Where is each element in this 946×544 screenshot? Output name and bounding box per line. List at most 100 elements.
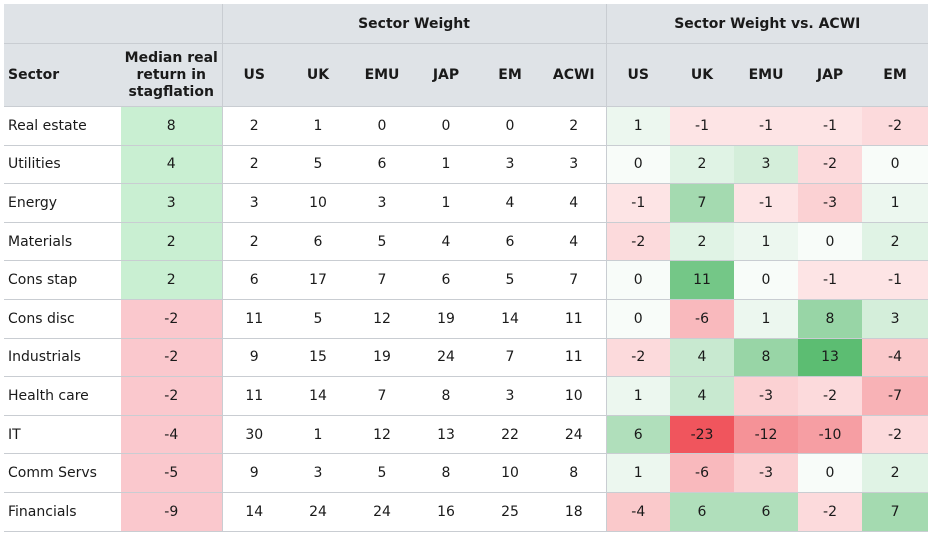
vs-acwi-cell: -4: [606, 492, 671, 532]
vs-acwi-cell: 4: [670, 376, 735, 416]
table-row: Comm Servs -5 9 3 5 8 10 8 1 -6 -3 0 2: [4, 453, 929, 493]
weight-cell: 4: [478, 183, 542, 223]
vs-acwi-cell: 0: [862, 145, 929, 185]
col-header-vs-emu: EMU: [734, 43, 799, 107]
sector-name-cell: Cons disc: [4, 299, 121, 339]
vs-acwi-cell: -3: [734, 376, 799, 416]
vs-acwi-cell: 1: [734, 222, 799, 262]
vs-acwi-cell: -2: [862, 106, 929, 146]
weight-cell: 10: [542, 376, 607, 416]
weight-cell: 5: [286, 145, 350, 185]
weight-cell: 2: [222, 145, 286, 185]
weight-cell: 6: [478, 222, 542, 262]
vs-acwi-cell: 6: [606, 415, 671, 455]
vs-acwi-cell: 0: [606, 260, 671, 300]
weight-cell: 10: [286, 183, 350, 223]
weight-cell: 13: [414, 415, 478, 455]
vs-acwi-cell: -2: [798, 145, 863, 185]
table-row: Real estate 8 2 1 0 0 0 2 1 -1 -1 -1 -2: [4, 106, 929, 146]
weight-cell: 11: [542, 338, 607, 378]
weight-cell: 3: [478, 145, 542, 185]
weight-cell: 30: [222, 415, 286, 455]
vs-acwi-cell: -1: [734, 183, 799, 223]
sector-name-cell: Utilities: [4, 145, 121, 185]
group-header-vs-acwi: Sector Weight vs. ACWI: [606, 4, 929, 44]
vs-acwi-cell: 3: [862, 299, 929, 339]
vs-acwi-cell: -1: [670, 106, 735, 146]
weight-cell: 24: [414, 338, 478, 378]
weight-cell: 9: [222, 338, 286, 378]
vs-acwi-cell: -1: [606, 183, 671, 223]
weight-cell: 14: [222, 492, 286, 532]
weight-cell: 1: [286, 106, 350, 146]
table-row: Cons disc -2 11 5 12 19 14 11 0 -6 1 8 3: [4, 299, 929, 339]
vs-acwi-cell: 1: [606, 376, 671, 416]
header-empty-cell: [4, 4, 223, 44]
weight-cell: 7: [478, 338, 542, 378]
median-return-cell: -9: [121, 492, 223, 532]
weight-cell: 7: [350, 376, 414, 416]
weight-cell: 3: [478, 376, 542, 416]
sector-table: Sector Weight Sector Weight vs. ACWI Sec…: [4, 4, 929, 532]
vs-acwi-cell: 3: [734, 145, 799, 185]
weight-cell: 1: [414, 145, 478, 185]
col-header-weight-uk: UK: [286, 43, 350, 107]
sector-name-cell: IT: [4, 415, 121, 455]
vs-acwi-cell: -2: [798, 492, 863, 532]
table-row: Utilities 4 2 5 6 1 3 3 0 2 3 -2 0: [4, 145, 929, 185]
sector-name-cell: Materials: [4, 222, 121, 262]
vs-acwi-cell: 6: [734, 492, 799, 532]
vs-acwi-cell: 8: [798, 299, 863, 339]
col-header-vs-uk: UK: [670, 43, 735, 107]
weight-cell: 16: [414, 492, 478, 532]
weight-cell: 12: [350, 415, 414, 455]
sector-name-cell: Cons stap: [4, 260, 121, 300]
sector-name-cell: Comm Servs: [4, 453, 121, 493]
weight-cell: 6: [286, 222, 350, 262]
weight-cell: 0: [350, 106, 414, 146]
table-row: Financials -9 14 24 24 16 25 18 -4 6 6 -2 7: [4, 492, 929, 532]
weight-cell: 8: [542, 453, 607, 493]
weight-cell: 2: [222, 222, 286, 262]
weight-cell: 24: [286, 492, 350, 532]
vs-acwi-cell: 6: [670, 492, 735, 532]
weight-cell: 2: [542, 106, 607, 146]
vs-acwi-cell: 2: [670, 145, 735, 185]
vs-acwi-cell: 2: [862, 222, 929, 262]
weight-cell: 1: [286, 415, 350, 455]
col-header-weight-jap: JAP: [414, 43, 478, 107]
vs-acwi-cell: 0: [798, 222, 863, 262]
vs-acwi-cell: -3: [734, 453, 799, 493]
vs-acwi-cell: -1: [862, 260, 929, 300]
weight-cell: 14: [286, 376, 350, 416]
weight-cell: 5: [350, 222, 414, 262]
weight-cell: 2: [222, 106, 286, 146]
vs-acwi-cell: 0: [798, 453, 863, 493]
weight-cell: 7: [542, 260, 607, 300]
vs-acwi-cell: -4: [862, 338, 929, 378]
vs-acwi-cell: 7: [862, 492, 929, 532]
col-header-median: Median real return in stagflation: [121, 43, 223, 107]
median-return-cell: -5: [121, 453, 223, 493]
vs-acwi-cell: 1: [862, 183, 929, 223]
weight-cell: 4: [414, 222, 478, 262]
weight-cell: 8: [414, 453, 478, 493]
weight-cell: 17: [286, 260, 350, 300]
vs-acwi-cell: 13: [798, 338, 863, 378]
weight-cell: 3: [542, 145, 607, 185]
sector-name-cell: Financials: [4, 492, 121, 532]
vs-acwi-cell: 7: [670, 183, 735, 223]
sector-name-cell: Industrials: [4, 338, 121, 378]
vs-acwi-cell: -2: [798, 376, 863, 416]
median-return-cell: -2: [121, 376, 223, 416]
sector-name-cell: Health care: [4, 376, 121, 416]
table-body: Real estate 8 2 1 0 0 0 2 1 -1 -1 -1 -2 Utilities 4 2 5 6…: [4, 106, 929, 532]
col-header-weight-us: US: [222, 43, 286, 107]
median-return-cell: -2: [121, 299, 223, 339]
weight-cell: 14: [478, 299, 542, 339]
vs-acwi-cell: -1: [798, 106, 863, 146]
weight-cell: 11: [222, 376, 286, 416]
col-header-weight-em: EM: [478, 43, 542, 107]
weight-cell: 0: [478, 106, 542, 146]
vs-acwi-cell: 2: [670, 222, 735, 262]
